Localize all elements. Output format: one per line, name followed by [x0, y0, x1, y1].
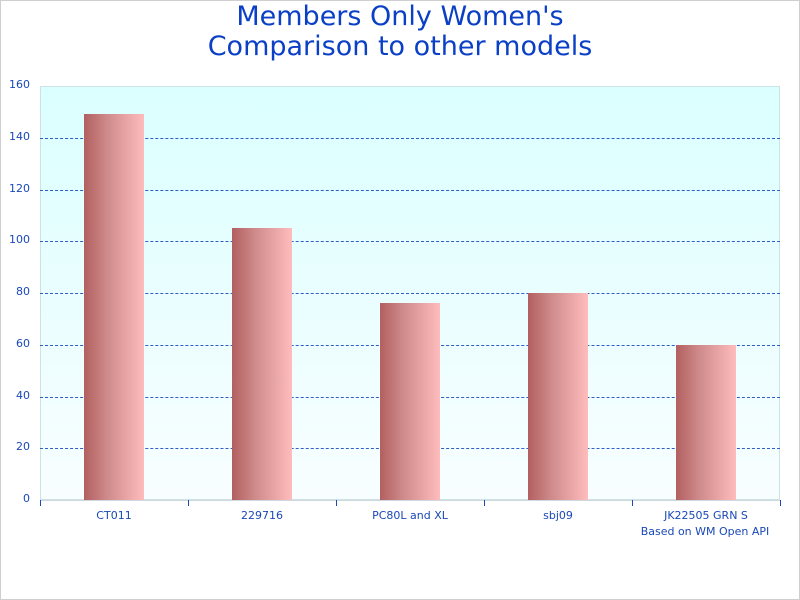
y-tick-label: 100 — [9, 233, 30, 247]
y-tick-label: 20 — [16, 440, 30, 454]
bar-jk22505-grn-s — [676, 344, 736, 500]
x-tick-mark — [632, 500, 633, 506]
y-tick-label: 140 — [9, 129, 30, 143]
x-axis-line — [40, 500, 780, 501]
chart-title-line-2: Comparison to other models — [207, 31, 593, 62]
gridline — [40, 189, 780, 191]
source-note: Based on WM Open API — [640, 525, 770, 538]
y-tick-label: 60 — [16, 336, 30, 350]
chart-title: Members Only Women's Comparison to other… — [0, 2, 800, 62]
x-tick-label: 229716 — [241, 509, 283, 522]
gridline — [40, 293, 780, 294]
gridline — [40, 137, 780, 139]
x-tick-mark — [336, 500, 337, 506]
bar-229716 — [232, 228, 292, 500]
x-tick-mark — [188, 500, 189, 506]
gridline — [40, 241, 780, 243]
x-tick-label: JK22505 GRN S — [664, 509, 748, 522]
y-tick-label: 120 — [9, 181, 30, 195]
x-tick-label: sbj09 — [543, 509, 573, 522]
y-tick-label: 40 — [16, 388, 30, 402]
y-tick-label: 80 — [16, 285, 30, 298]
bar-sbj09 — [528, 293, 588, 500]
x-tick-label: CT011 — [96, 509, 132, 522]
y-tick-label: 160 — [9, 78, 30, 91]
x-tick-mark — [40, 500, 41, 506]
x-tick-mark — [484, 500, 485, 506]
chart-title-line-1: Members Only Women's — [236, 1, 564, 32]
x-tick-mark — [780, 500, 781, 506]
x-tick-label: PC80L and XL — [372, 509, 448, 522]
bar-ct011 — [84, 114, 144, 500]
y-tick-label: 0 — [23, 492, 30, 505]
bar-pc80l-and-xl — [380, 303, 440, 500]
